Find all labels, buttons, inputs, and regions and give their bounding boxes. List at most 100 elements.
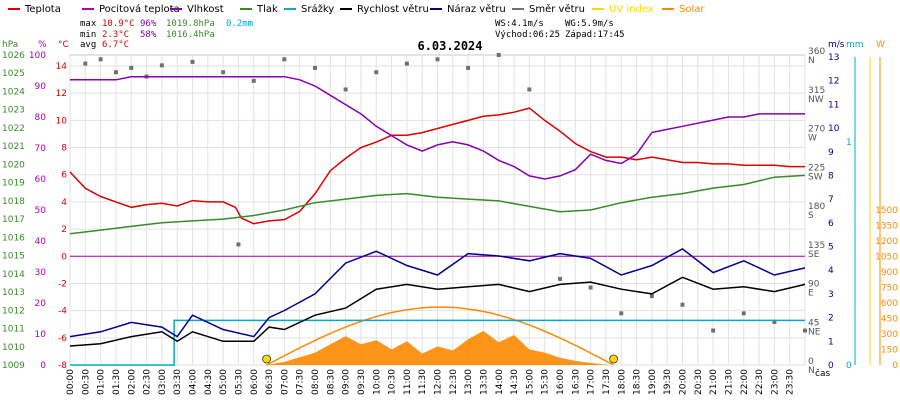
wind-direction-dot bbox=[680, 302, 685, 307]
tick-pct: 50 bbox=[35, 206, 47, 216]
wind-speed-info: WS:4.1m/s bbox=[495, 19, 544, 29]
tick-hpa: 1020 bbox=[2, 160, 25, 170]
stat-min-hum: 58% bbox=[140, 30, 157, 40]
tick-time: 08:30 bbox=[326, 369, 336, 395]
unit-temp: °C bbox=[58, 40, 69, 50]
tick-time: 17:30 bbox=[602, 369, 612, 395]
tick-w: 0 bbox=[892, 361, 898, 371]
tick-dir-name: E bbox=[808, 289, 814, 299]
legend-pressure: Tlak bbox=[256, 4, 278, 15]
legend-temp: Teplota bbox=[24, 4, 61, 15]
tick-w: 150 bbox=[881, 346, 898, 356]
series-n-raz-v-tru bbox=[69, 248, 806, 338]
tick-hpa: 1016 bbox=[2, 233, 25, 243]
wind-direction-dot bbox=[466, 65, 471, 70]
tick-time: 10:00 bbox=[372, 369, 382, 395]
tick-time: 03:00 bbox=[158, 369, 168, 395]
tick-mm: 1 bbox=[846, 138, 852, 148]
tick-dir: 0 bbox=[808, 357, 814, 367]
tick-pct: 80 bbox=[35, 113, 47, 123]
series-sr-ky bbox=[70, 319, 805, 366]
tick-ms: 11 bbox=[828, 100, 839, 110]
stat-avg-temp: 6.7°C bbox=[102, 40, 129, 50]
series-teplota bbox=[69, 107, 805, 225]
tick-time: 19:30 bbox=[663, 369, 673, 395]
tick-ms: 6 bbox=[828, 219, 834, 229]
series-vlhkost bbox=[70, 75, 805, 180]
tick-time: 18:00 bbox=[617, 369, 627, 395]
tick-time: 00:30 bbox=[81, 369, 91, 395]
tick-dir: 180 bbox=[808, 202, 825, 212]
tick-time: 03:30 bbox=[173, 369, 183, 395]
tick-hpa: 1011 bbox=[2, 325, 25, 335]
tick-time: 04:30 bbox=[204, 369, 214, 395]
tick-dir-name: W bbox=[808, 134, 817, 144]
stat-min-temp: 2.3°C bbox=[102, 30, 129, 40]
wind-direction-dot bbox=[282, 57, 287, 62]
tick-time: 09:30 bbox=[357, 369, 367, 395]
stat-max-rain: 0.2mm bbox=[226, 19, 253, 29]
axis-units: hPa % °C m/s mm W bbox=[2, 40, 885, 50]
wind-direction-dot bbox=[236, 242, 241, 247]
tick-temp: 4 bbox=[61, 198, 67, 208]
stat-max-press: 1019.8hPa bbox=[166, 19, 215, 29]
tick-dir: 270 bbox=[808, 125, 825, 135]
tick-hpa: 1025 bbox=[2, 69, 25, 79]
tick-time: 16:30 bbox=[571, 369, 581, 395]
tick-temp: 2 bbox=[61, 225, 67, 235]
wind-direction-dot bbox=[619, 311, 624, 316]
legend-feels: Pocitová teplota bbox=[99, 3, 180, 15]
tick-w: 900 bbox=[881, 268, 898, 278]
tick-ms: 10 bbox=[828, 124, 840, 134]
x-axis-label: čas bbox=[815, 368, 830, 379]
legend-wind: Rychlost větru bbox=[357, 3, 429, 15]
tick-temp: 0 bbox=[61, 252, 67, 262]
tick-dir-name: N bbox=[808, 56, 815, 66]
tick-ms: 9 bbox=[828, 148, 834, 158]
wind-direction-dot bbox=[374, 70, 379, 75]
wind-direction-dot bbox=[313, 65, 317, 70]
tick-temp: 8 bbox=[61, 144, 67, 154]
stat-max-label: max bbox=[80, 19, 97, 29]
wind-direction-dot bbox=[803, 328, 807, 333]
tick-dir-name: NE bbox=[808, 327, 821, 337]
tick-time: 16:00 bbox=[556, 369, 566, 395]
tick-dir: 225 bbox=[808, 163, 825, 173]
wind-direction-dot bbox=[711, 328, 716, 333]
tick-time: 07:00 bbox=[280, 369, 290, 395]
wind-direction-dot bbox=[404, 61, 409, 66]
tick-hpa: 1014 bbox=[2, 270, 25, 280]
series-layer bbox=[69, 53, 807, 366]
tick-pct: 70 bbox=[35, 144, 47, 154]
tick-dir: 135 bbox=[808, 241, 825, 251]
tick-time: 06:30 bbox=[265, 369, 275, 395]
tick-time: 21:00 bbox=[709, 369, 719, 395]
unit-ms: m/s bbox=[828, 40, 845, 50]
wind-gust-info: WG:5.9m/s bbox=[565, 19, 614, 29]
tick-hpa: 1021 bbox=[2, 142, 25, 152]
tick-time: 11:30 bbox=[418, 369, 428, 395]
tick-w: 450 bbox=[881, 315, 898, 325]
tick-dir: 360 bbox=[808, 47, 825, 57]
wind-direction-dot bbox=[251, 78, 256, 83]
tick-time: 13:00 bbox=[464, 369, 474, 395]
legend-rain: Srážky bbox=[301, 3, 334, 15]
tick-hpa: 1026 bbox=[2, 51, 25, 61]
unit-w: W bbox=[876, 40, 885, 50]
legend-humidity: Vlhkost bbox=[187, 4, 224, 15]
tick-temp: -8 bbox=[58, 361, 67, 371]
tick-hpa: 1023 bbox=[2, 106, 25, 116]
tick-time: 07:30 bbox=[296, 369, 306, 395]
series-rychlost-v-tru bbox=[69, 276, 806, 347]
wind-direction-dot bbox=[772, 319, 777, 324]
tick-hpa: 1010 bbox=[2, 343, 25, 353]
tick-temp: 10 bbox=[56, 116, 68, 126]
tick-hpa: 1024 bbox=[2, 87, 25, 97]
tick-time: 05:00 bbox=[219, 369, 229, 395]
tick-ms: 12 bbox=[828, 77, 839, 87]
wind-direction-dot bbox=[190, 59, 195, 64]
unit-hpa: hPa bbox=[2, 40, 18, 50]
tick-time: 20:00 bbox=[679, 369, 689, 395]
tick-time: 01:30 bbox=[112, 369, 122, 395]
